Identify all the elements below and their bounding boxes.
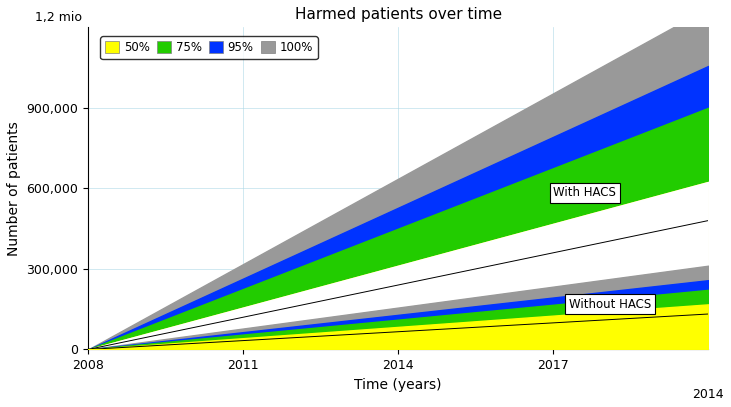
Title: Harmed patients over time: Harmed patients over time — [295, 7, 501, 22]
Text: With HACS: With HACS — [553, 186, 616, 199]
Y-axis label: Number of patients: Number of patients — [7, 121, 21, 256]
Text: Without HACS: Without HACS — [569, 298, 651, 311]
Text: 2014: 2014 — [692, 388, 724, 401]
Text: 1,2 mio: 1,2 mio — [35, 11, 83, 24]
Legend: 50%, 75%, 95%, 100%: 50%, 75%, 95%, 100% — [100, 36, 318, 59]
X-axis label: Time (years): Time (years) — [355, 378, 442, 392]
